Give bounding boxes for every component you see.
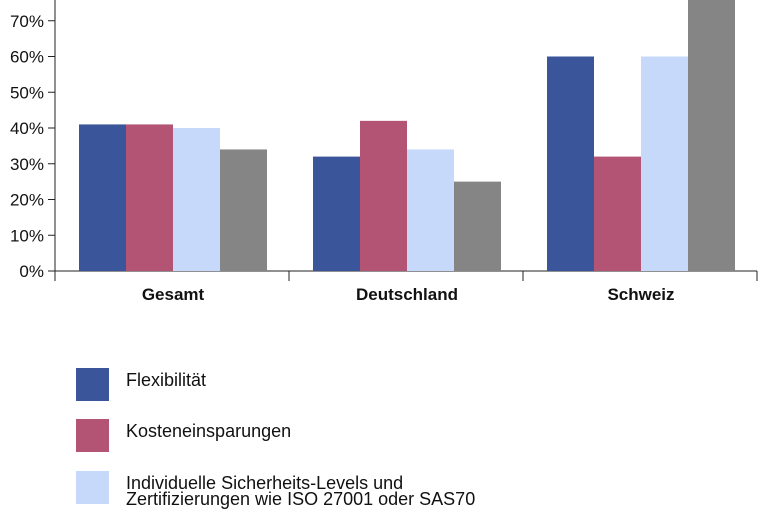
bar-schweiz-series-3: [641, 56, 688, 271]
bar-schweiz-series-4: [688, 0, 735, 271]
x-category-label: Gesamt: [142, 285, 205, 304]
bar-schweiz-series-1: [547, 56, 594, 271]
bars: [79, 0, 735, 271]
bar-schweiz-series-2: [594, 156, 641, 271]
x-category-label: Schweiz: [607, 285, 674, 304]
y-tick-label: 0%: [19, 262, 44, 281]
legend-swatch: [76, 471, 109, 504]
legend-label: Kosteneinsparungen: [126, 421, 292, 441]
bar-gesamt-series-2: [126, 124, 173, 271]
legend-swatch: [76, 419, 109, 452]
legend-swatch: [76, 368, 109, 401]
bar-deutschland-series-3: [407, 149, 454, 271]
y-tick-label: 70%: [10, 12, 44, 31]
y-tick-label: 20%: [10, 191, 44, 210]
y-tick-label: 10%: [10, 226, 44, 245]
bar-deutschland-series-1: [313, 156, 360, 271]
bar-deutschland-series-4: [454, 181, 501, 271]
bar-gesamt-series-3: [173, 128, 220, 271]
x-axis: Gesamt Deutschland Schweiz: [54, 270, 758, 304]
bar-chart: 0% 10% 20% 30% 40% 50% 60% 70% Gesamt Deutschlan…: [10, 0, 758, 304]
legend-label: Flexibilität: [126, 370, 207, 390]
legend-label: Individuelle Sicherheits-Levels und: [126, 473, 404, 493]
bar-deutschland-series-2: [360, 120, 407, 271]
y-axis: 0% 10% 20% 30% 40% 50% 60% 70%: [10, 0, 56, 281]
y-tick-label: 40%: [10, 119, 44, 138]
y-tick-label: 50%: [10, 83, 44, 102]
legend-label: Zertifizierungen wie ISO 27001 oder SAS7…: [126, 489, 476, 509]
bar-gesamt-series-4: [220, 149, 267, 271]
x-category-label: Deutschland: [356, 285, 458, 304]
bar-gesamt-series-1: [79, 124, 126, 271]
y-tick-label: 60%: [10, 48, 44, 67]
y-tick-label: 30%: [10, 155, 44, 174]
